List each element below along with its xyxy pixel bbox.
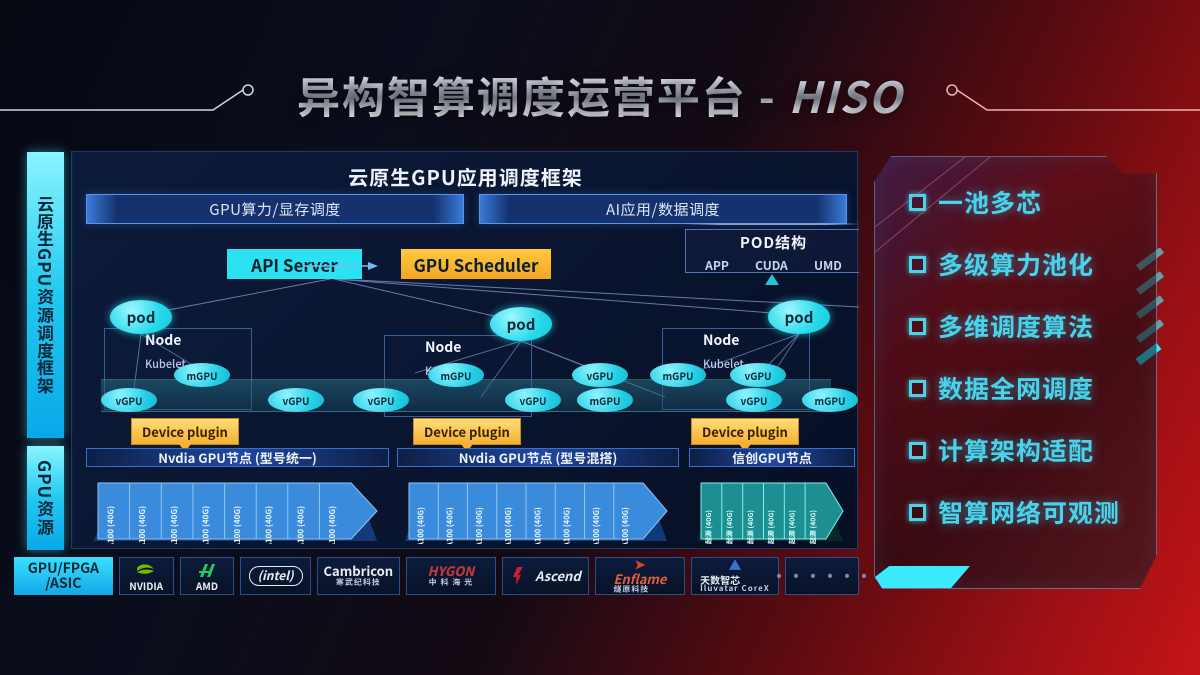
svg-text:A100 (40G): A100 (40G) bbox=[295, 506, 306, 544]
svg-text:A100 (40G): A100 (40G) bbox=[200, 506, 211, 544]
svg-text:起源 (40G): 起源 (40G) bbox=[746, 510, 756, 544]
svg-text:A100 (40G): A100 (40G) bbox=[620, 507, 631, 544]
svg-text:A100 (40G): A100 (40G) bbox=[562, 507, 573, 544]
svg-text:A100 (40G): A100 (40G) bbox=[503, 507, 514, 544]
svg-text:A100 (40G): A100 (40G) bbox=[232, 506, 243, 544]
svg-text:A100 (40G): A100 (40G) bbox=[474, 507, 485, 544]
svg-text:A100 (40G): A100 (40G) bbox=[169, 506, 180, 544]
svg-text:A100 (40G): A100 (40G) bbox=[532, 507, 543, 544]
svg-text:A100 (40G): A100 (40G) bbox=[106, 506, 117, 544]
svg-text:起源 (40G): 起源 (40G) bbox=[808, 510, 818, 544]
svg-text:A100 (40G): A100 (40G) bbox=[445, 507, 456, 544]
svg-text:起源 (40G): 起源 (40G) bbox=[704, 510, 714, 544]
svg-text:起源 (40G): 起源 (40G) bbox=[767, 510, 777, 544]
svg-text:A100 (40G): A100 (40G) bbox=[264, 506, 275, 544]
svg-text:A100 (40G): A100 (40G) bbox=[137, 506, 148, 544]
svg-text:起源 (40G): 起源 (40G) bbox=[725, 510, 735, 544]
svg-text:A100 (40G): A100 (40G) bbox=[591, 507, 602, 544]
svg-text:起源 (40G): 起源 (40G) bbox=[788, 510, 798, 544]
svg-text:A100 (40G): A100 (40G) bbox=[327, 506, 338, 544]
svg-text:A100 (40G): A100 (40G) bbox=[415, 507, 426, 544]
